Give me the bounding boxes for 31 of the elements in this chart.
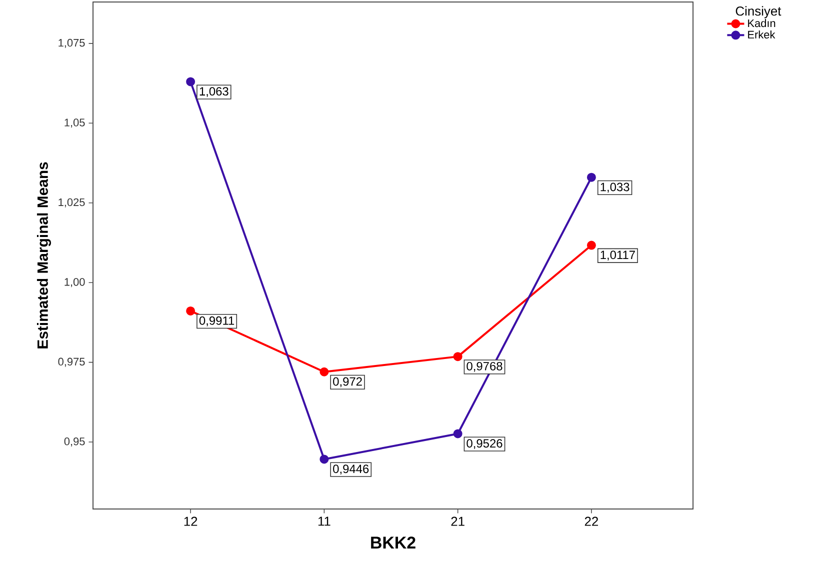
- y-axis-title: Estimated Marginal Means: [36, 162, 51, 348]
- legend-label: Kadın: [748, 19, 776, 28]
- y-tick-label: 0,975: [58, 358, 85, 367]
- data-label: 1,033: [600, 182, 630, 193]
- x-tick-label: 21: [451, 516, 464, 526]
- data-label: 0,9446: [333, 464, 369, 475]
- point: [453, 352, 462, 362]
- y-tick-label: 1,00: [64, 278, 85, 288]
- y-tick-label: 1,075: [58, 38, 85, 48]
- x-tick-label: 12: [184, 516, 198, 526]
- data-label: 1,063: [200, 87, 228, 97]
- point: [186, 306, 196, 316]
- data-label: 0,9768: [466, 362, 502, 372]
- y-tick-label: 1,05: [64, 118, 85, 128]
- y-tick-label: 0,95: [64, 438, 85, 447]
- data-label: 0,972: [333, 377, 362, 388]
- x-axis-title: BKK2: [371, 536, 416, 548]
- data-label: 0,9526: [466, 439, 502, 450]
- point: [320, 454, 329, 464]
- data-label: 0,9911: [199, 316, 234, 326]
- data-label: 1,0117: [600, 250, 635, 261]
- x-tick-label: 22: [584, 516, 598, 526]
- x-tick-label: 11: [318, 516, 330, 526]
- legend-label: Erkek: [748, 30, 776, 38]
- point: [586, 240, 596, 250]
- point: [586, 172, 596, 182]
- legend-title: Cinsiyet: [736, 6, 782, 18]
- point: [453, 429, 462, 438]
- y-tick-label: 1,025: [58, 198, 85, 208]
- point: [186, 77, 196, 86]
- point: [320, 367, 329, 376]
